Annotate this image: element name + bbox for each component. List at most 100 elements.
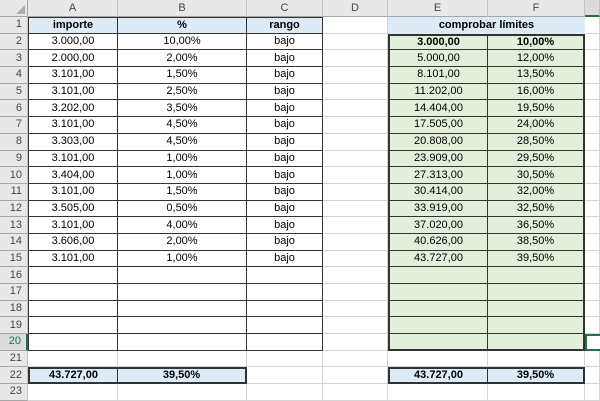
cell-B11[interactable]: 1,50% — [118, 183, 247, 201]
row-header-17[interactable]: 17 — [0, 284, 28, 301]
merged-cell-E1-F1-title[interactable]: comprobar límites — [388, 17, 585, 34]
cell-C20[interactable] — [247, 334, 323, 351]
cell-B1[interactable]: % — [118, 17, 247, 34]
cell-C22[interactable] — [247, 367, 323, 385]
row-header-20[interactable]: 20 — [0, 334, 28, 351]
cell-E21[interactable] — [388, 350, 488, 368]
cell-A21[interactable] — [28, 350, 118, 368]
cell-B2[interactable]: 10,00% — [118, 33, 247, 51]
cell-C14[interactable]: bajo — [247, 233, 323, 251]
cell-B14[interactable]: 2,00% — [118, 233, 247, 251]
cell-F8[interactable]: 28,50% — [488, 133, 585, 151]
row-header-7[interactable]: 7 — [0, 117, 28, 134]
cell-A13[interactable]: 3.101,00 — [28, 217, 118, 234]
active-cell-G20[interactable] — [585, 334, 600, 351]
cell-D15[interactable] — [323, 250, 388, 268]
cell-B3[interactable]: 2,00% — [118, 50, 247, 68]
cell-C10[interactable]: bajo — [247, 167, 323, 184]
cell-C19[interactable] — [247, 317, 323, 335]
cell-G8[interactable] — [585, 133, 600, 151]
cell-B13[interactable]: 4,00% — [118, 217, 247, 234]
row-header-8[interactable]: 8 — [0, 133, 28, 151]
cell-E19[interactable] — [388, 317, 488, 335]
cell-A18[interactable] — [28, 300, 118, 318]
cell-G2[interactable] — [585, 33, 600, 51]
cell-B20[interactable] — [118, 334, 247, 351]
row-header-15[interactable]: 15 — [0, 250, 28, 268]
cell-B15[interactable]: 1,00% — [118, 250, 247, 268]
cell-G19[interactable] — [585, 317, 600, 335]
cell-B4[interactable]: 1,50% — [118, 67, 247, 84]
cell-A12[interactable]: 3.505,00 — [28, 200, 118, 218]
cell-A14[interactable]: 3.606,00 — [28, 233, 118, 251]
column-header-E[interactable]: E — [388, 0, 488, 17]
cell-F16[interactable] — [488, 267, 585, 284]
cell-E20[interactable] — [388, 334, 488, 351]
cell-A1[interactable]: importe — [28, 17, 118, 34]
cell-A19[interactable] — [28, 317, 118, 335]
cell-E7[interactable]: 17.505,00 — [388, 117, 488, 134]
cell-A16[interactable] — [28, 267, 118, 284]
cell-B10[interactable]: 1,00% — [118, 167, 247, 184]
column-header-D[interactable]: D — [323, 0, 388, 17]
column-header-C[interactable]: C — [247, 0, 323, 17]
cell-F9[interactable]: 29,50% — [488, 150, 585, 168]
select-all-corner[interactable] — [0, 0, 28, 17]
cell-A9[interactable]: 3.101,00 — [28, 150, 118, 168]
row-header-14[interactable]: 14 — [0, 233, 28, 251]
cell-E22[interactable]: 43.727,00 — [388, 367, 488, 385]
cell-F10[interactable]: 30,50% — [488, 167, 585, 184]
cell-A2[interactable]: 3.000,00 — [28, 33, 118, 51]
cell-D5[interactable] — [323, 83, 388, 101]
row-header-19[interactable]: 19 — [0, 317, 28, 335]
cell-B6[interactable]: 3,50% — [118, 100, 247, 118]
cell-B23[interactable] — [118, 384, 247, 401]
row-header-13[interactable]: 13 — [0, 217, 28, 234]
cell-E2[interactable]: 3.000,00 — [388, 33, 488, 51]
cell-F15[interactable]: 39,50% — [488, 250, 585, 268]
cell-C3[interactable]: bajo — [247, 50, 323, 68]
cell-F18[interactable] — [488, 300, 585, 318]
cell-C17[interactable] — [247, 284, 323, 301]
cell-E5[interactable]: 11.202,00 — [388, 83, 488, 101]
cell-E23[interactable] — [388, 384, 488, 401]
cell-D9[interactable] — [323, 150, 388, 168]
cell-F23[interactable] — [488, 384, 585, 401]
row-header-16[interactable]: 16 — [0, 267, 28, 284]
cell-D4[interactable] — [323, 67, 388, 84]
cell-G4[interactable] — [585, 67, 600, 84]
cell-G3[interactable] — [585, 50, 600, 68]
cell-B5[interactable]: 2,50% — [118, 83, 247, 101]
cell-G18[interactable] — [585, 300, 600, 318]
cell-D2[interactable] — [323, 33, 388, 51]
cell-A3[interactable]: 2.000,00 — [28, 50, 118, 68]
cell-D23[interactable] — [323, 384, 388, 401]
cell-F11[interactable]: 32,00% — [488, 183, 585, 201]
cell-G22[interactable] — [585, 367, 600, 385]
row-header-12[interactable]: 12 — [0, 200, 28, 218]
cell-C4[interactable]: bajo — [247, 67, 323, 84]
column-header-A[interactable]: A — [28, 0, 118, 17]
row-header-4[interactable]: 4 — [0, 67, 28, 84]
cell-G9[interactable] — [585, 150, 600, 168]
cell-G23[interactable] — [585, 384, 600, 401]
cell-B21[interactable] — [118, 350, 247, 368]
cell-D10[interactable] — [323, 167, 388, 184]
cell-E12[interactable]: 33.919,00 — [388, 200, 488, 218]
cell-G10[interactable] — [585, 167, 600, 184]
cell-F7[interactable]: 24,00% — [488, 117, 585, 134]
cell-E4[interactable]: 8.101,00 — [388, 67, 488, 84]
cell-G14[interactable] — [585, 233, 600, 251]
column-header-B[interactable]: B — [118, 0, 247, 17]
cell-E13[interactable]: 37.020,00 — [388, 217, 488, 234]
cell-C1[interactable]: rango — [247, 17, 323, 34]
row-header-11[interactable]: 11 — [0, 183, 28, 201]
cell-C8[interactable]: bajo — [247, 133, 323, 151]
cell-D6[interactable] — [323, 100, 388, 118]
cell-D3[interactable] — [323, 50, 388, 68]
cell-D7[interactable] — [323, 117, 388, 134]
cell-G21[interactable] — [585, 350, 600, 368]
cell-C16[interactable] — [247, 267, 323, 284]
row-header-2[interactable]: 2 — [0, 33, 28, 51]
cell-F6[interactable]: 19,50% — [488, 100, 585, 118]
